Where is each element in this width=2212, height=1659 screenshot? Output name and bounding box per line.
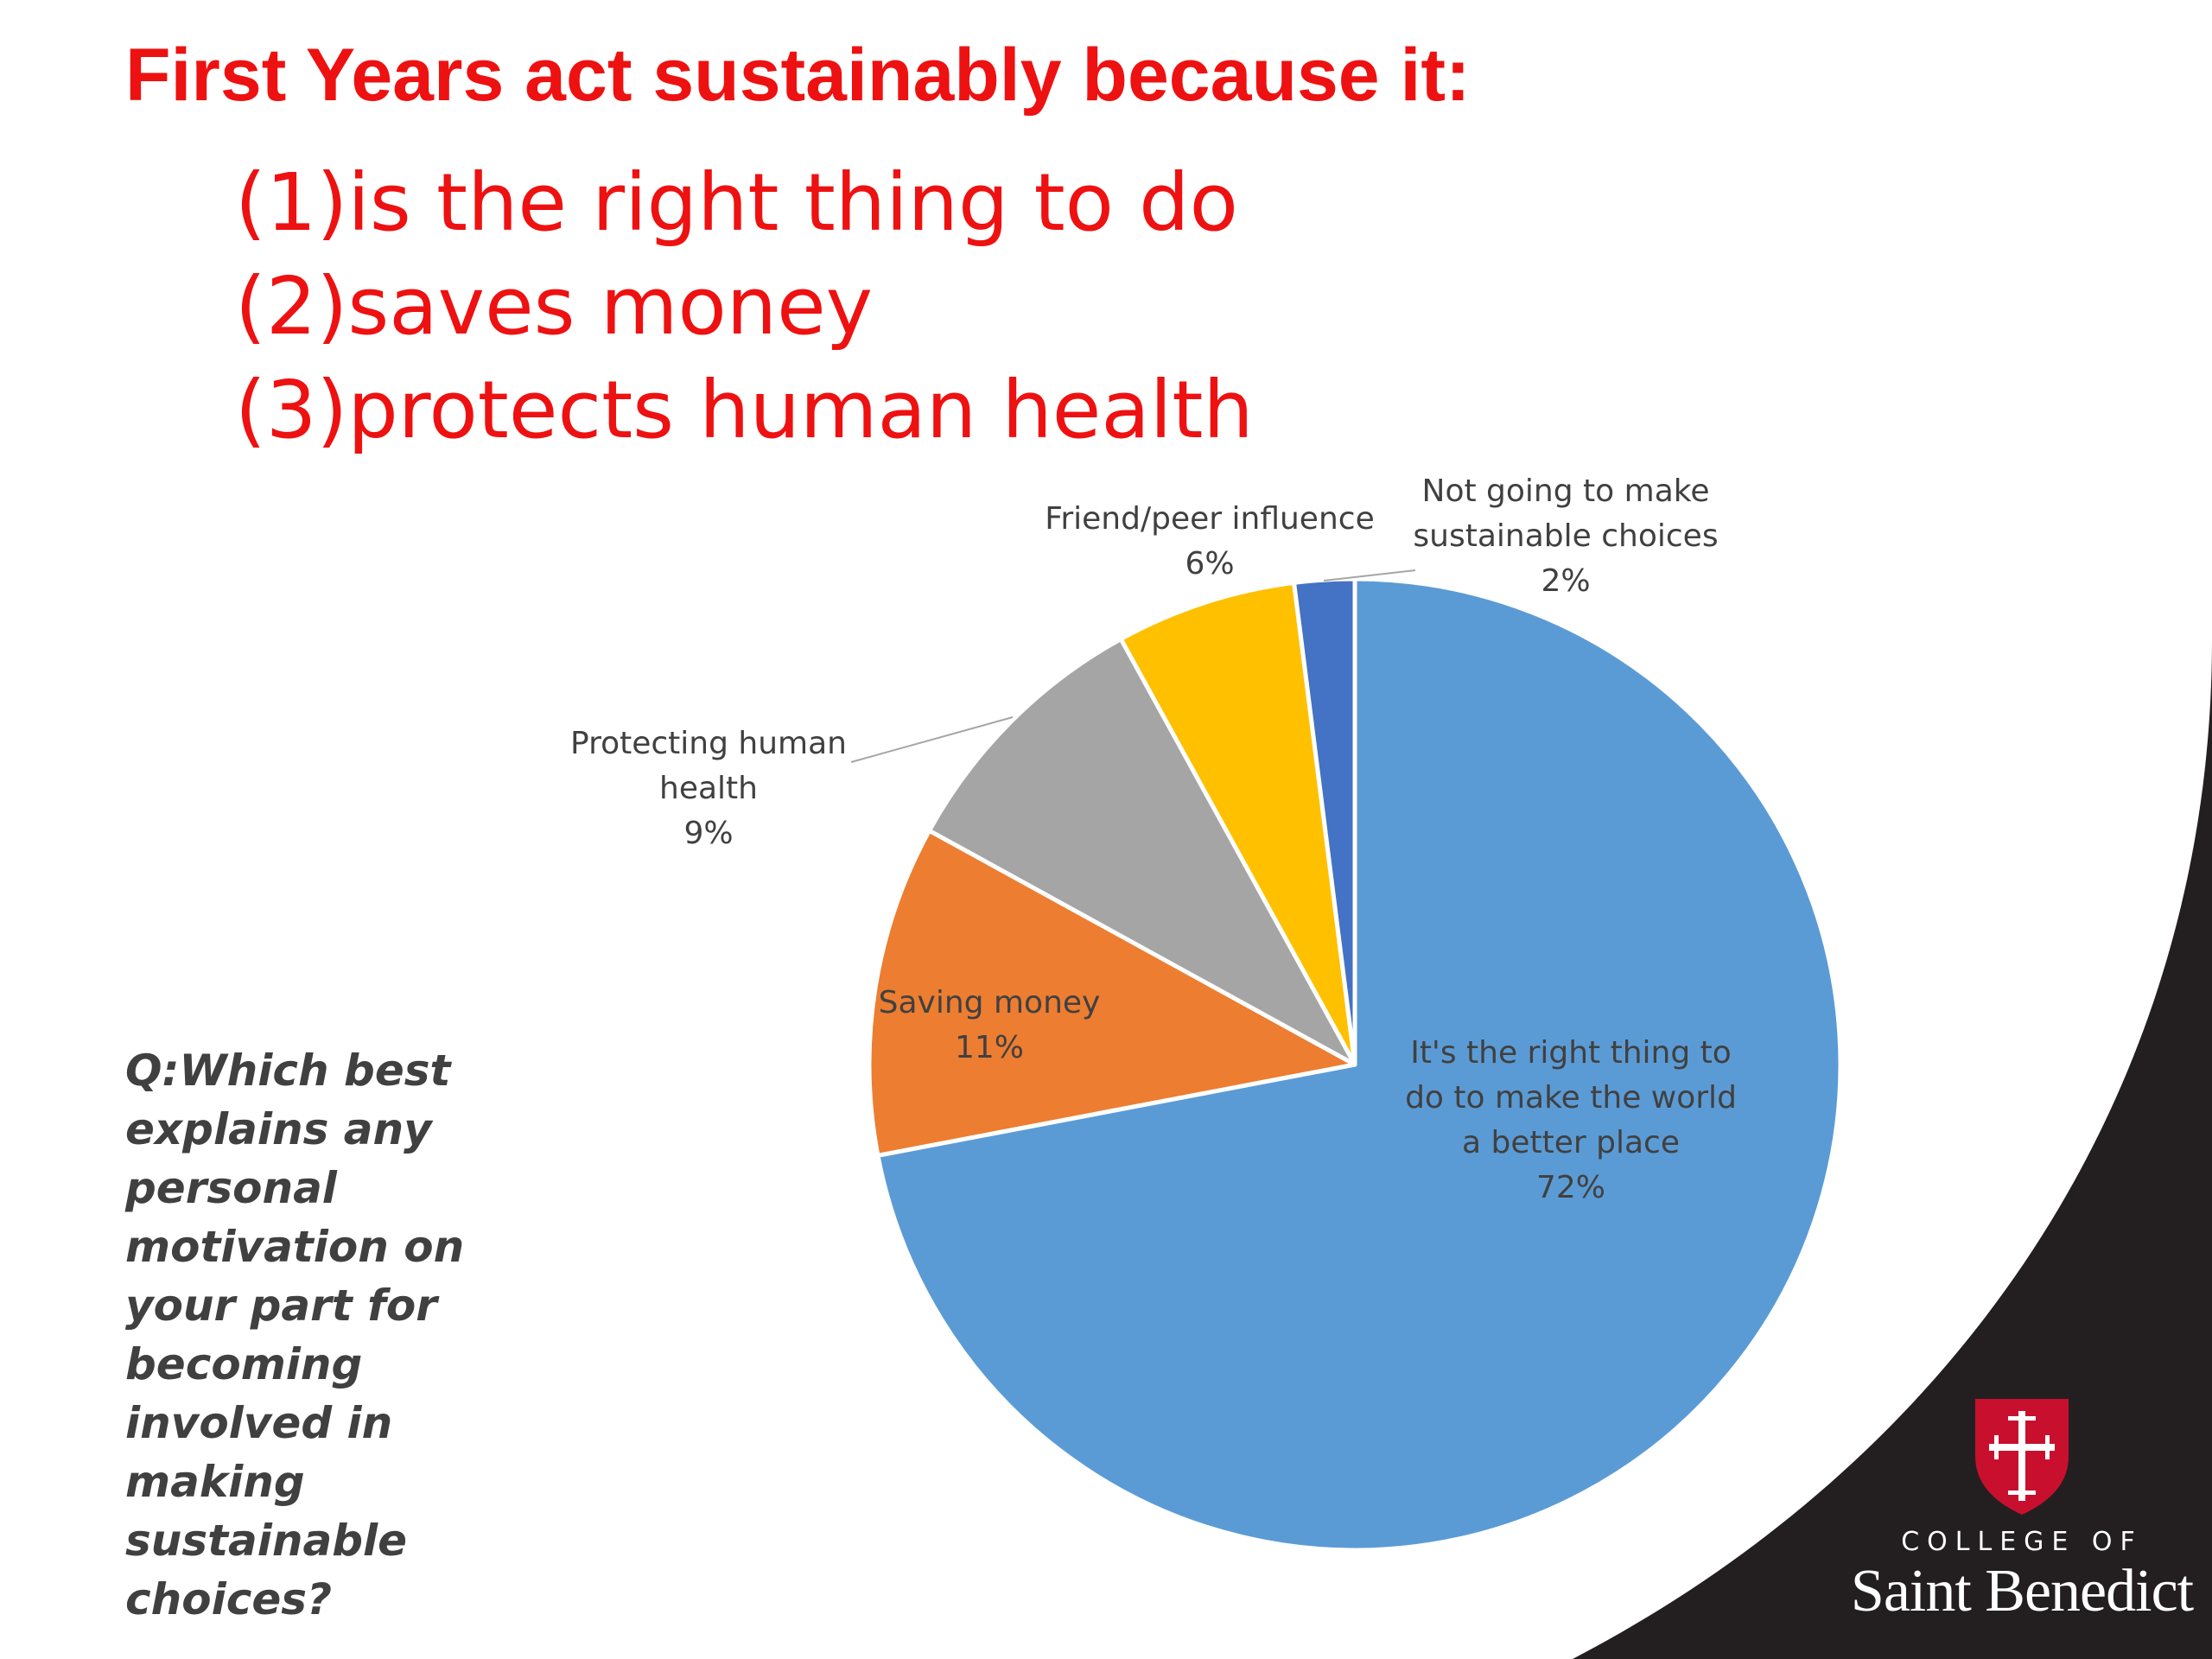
logo-college-of: COLLEGE OF — [1901, 1527, 2143, 1557]
data-label-text: Saving money — [879, 985, 1101, 1020]
pie-slice — [1118, 580, 1357, 1067]
data-label-text: do to make the world — [1405, 1080, 1737, 1116]
data-label-value: 11% — [955, 1030, 1024, 1065]
data-label-value: 9% — [683, 816, 733, 851]
pie-slices — [867, 576, 1843, 1553]
data-label-value: 2% — [1541, 563, 1590, 599]
reason-item: (1)is the right thing to do — [235, 156, 1238, 249]
leader-line — [1323, 569, 1416, 582]
pie-slice — [867, 828, 1357, 1158]
data-label-text: It's the right thing to — [1410, 1035, 1732, 1071]
data-label-text: health — [659, 771, 758, 806]
data-label: Friend/peer influence 6% — [1045, 501, 1374, 582]
logo-college-name: Saint Benedict — [1850, 1558, 2194, 1624]
data-label: Saving money 11% — [879, 985, 1101, 1065]
shield-icon — [1975, 1399, 2069, 1515]
slide-title: First Years act sustainably because it: — [125, 34, 1471, 117]
pie-slice — [875, 576, 1843, 1553]
data-label-text: Protecting human — [570, 726, 847, 761]
data-label-text: sustainable choices — [1413, 518, 1718, 554]
data-label-value: 6% — [1185, 546, 1234, 582]
leader-line — [850, 716, 1014, 763]
reason-item: (2)saves money — [235, 260, 874, 353]
data-label: Not going to make sustainable choices 2% — [1413, 474, 1718, 599]
data-label-value: 72% — [1536, 1170, 1605, 1205]
data-label-text: Not going to make — [1422, 474, 1710, 509]
survey-question: Q:Which best explains any personal motiv… — [125, 1046, 465, 1624]
reason-item: (3)protects human health — [235, 364, 1254, 456]
reasons-list: (1)is the right thing to do (2)saves mon… — [235, 151, 1254, 462]
pie-slice — [927, 637, 1357, 1067]
data-label: Protecting human health 9% — [570, 726, 847, 851]
college-logo: COLLEGE OF Saint Benedict — [1840, 1395, 2203, 1626]
data-label-text: a better place — [1462, 1125, 1680, 1160]
data-label-text: Friend/peer influence — [1045, 501, 1374, 537]
data-label: It's the right thing to do to make the wo… — [1405, 1035, 1737, 1205]
